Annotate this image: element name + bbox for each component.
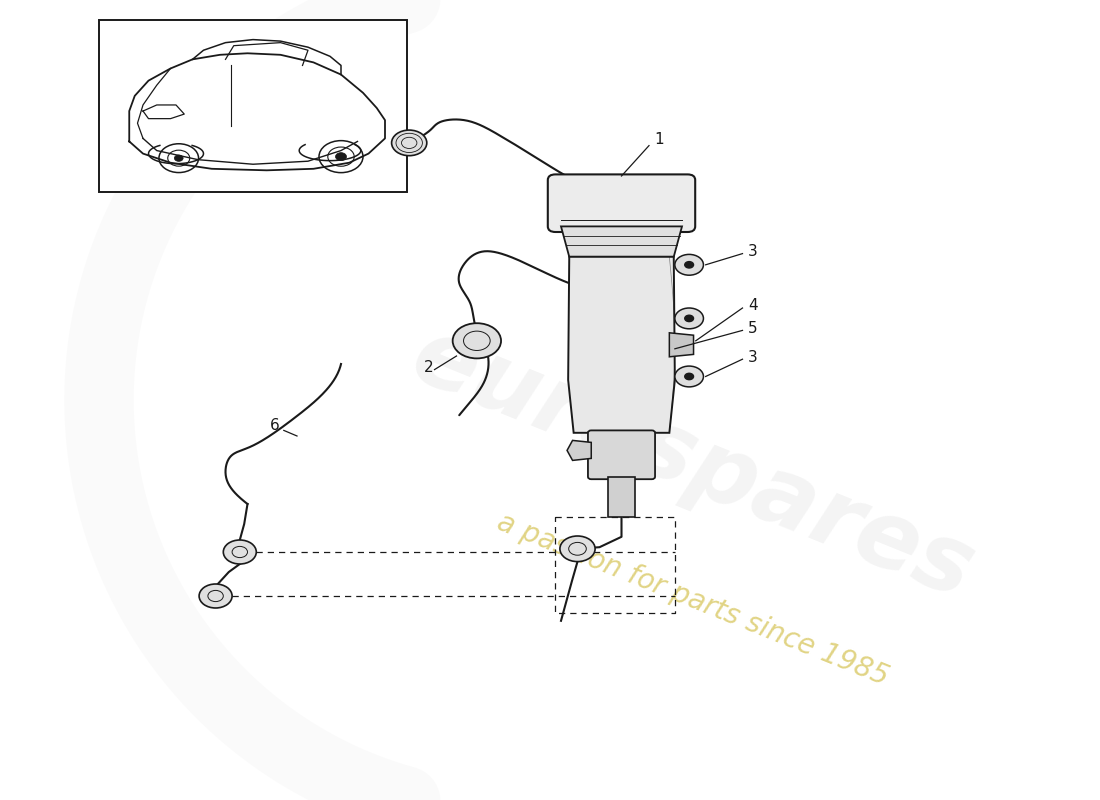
Polygon shape: [561, 226, 682, 257]
Circle shape: [675, 308, 704, 329]
Bar: [608, 477, 635, 517]
Circle shape: [684, 374, 694, 380]
Circle shape: [452, 323, 500, 358]
Circle shape: [336, 153, 346, 161]
FancyBboxPatch shape: [548, 174, 695, 232]
Polygon shape: [669, 333, 693, 357]
Circle shape: [675, 254, 704, 275]
Circle shape: [199, 584, 232, 608]
Text: 3: 3: [748, 244, 758, 259]
Circle shape: [684, 262, 694, 268]
Polygon shape: [568, 440, 592, 461]
Circle shape: [392, 130, 427, 156]
Circle shape: [174, 155, 183, 162]
Text: eurospares: eurospares: [399, 310, 987, 618]
Text: 6: 6: [270, 418, 279, 434]
Circle shape: [560, 536, 595, 562]
Text: 1: 1: [654, 132, 664, 147]
Text: 4: 4: [748, 298, 758, 314]
Text: 3: 3: [748, 350, 758, 365]
Text: a passion for parts since 1985: a passion for parts since 1985: [493, 509, 893, 691]
Bar: [99, 20, 407, 192]
Text: 2: 2: [424, 360, 433, 375]
Circle shape: [675, 366, 704, 387]
Polygon shape: [568, 257, 674, 433]
Circle shape: [684, 315, 694, 322]
Circle shape: [223, 540, 256, 564]
Text: 5: 5: [748, 321, 758, 336]
FancyBboxPatch shape: [587, 430, 654, 479]
